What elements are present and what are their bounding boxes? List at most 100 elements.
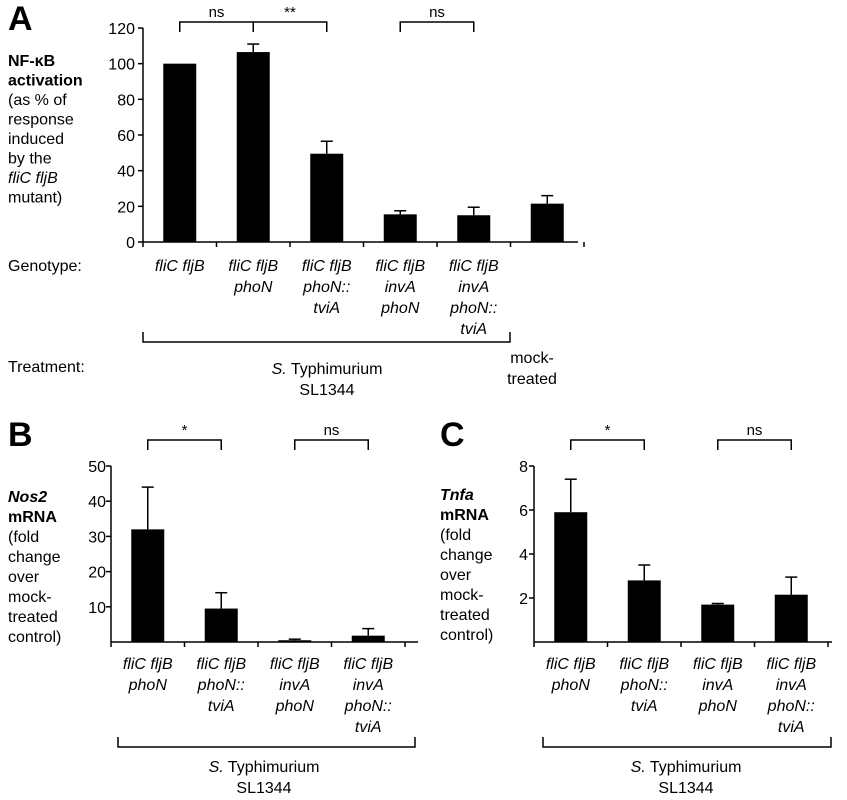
y-tick-label: 10 <box>88 600 106 617</box>
significance-bracket <box>252 21 328 32</box>
category-label: tviA <box>631 698 658 715</box>
panel-letter: B <box>8 416 33 454</box>
y-axis-label-line: over <box>8 569 40 586</box>
significance-bracket <box>570 439 645 450</box>
y-axis-label-line: over <box>440 567 472 584</box>
group-label: S. Typhimurium <box>631 759 742 776</box>
category-label: phoN <box>380 300 420 317</box>
y-axis-label-line: change <box>8 549 61 566</box>
significance-bracket <box>399 21 475 32</box>
panel-b: B Nos2 mRNA (fold change over mock-treated cont… <box>8 416 418 797</box>
group-bracket <box>542 737 832 748</box>
y-tick-label: 4 <box>519 547 528 564</box>
significance-bracket <box>179 21 254 32</box>
y-axis-label-line: change <box>440 547 493 564</box>
bar <box>383 214 417 242</box>
y-axis-label-line: mRNA <box>8 509 57 526</box>
y-axis-label-text: treated <box>8 609 58 626</box>
category-label: tviA <box>355 719 382 736</box>
mock-treated-label: treated <box>507 371 557 388</box>
y-axis-label-text: induced <box>8 131 64 148</box>
significance-label: ns <box>324 422 340 439</box>
y-axis-label-text: response <box>8 112 74 129</box>
y-axis-label-line: (fold <box>440 527 471 544</box>
bar <box>163 63 197 242</box>
category-label: invA <box>458 279 489 296</box>
y-axis-label-text: mRNA <box>440 507 489 524</box>
y-tick-label: 8 <box>519 459 528 476</box>
bar <box>530 203 564 242</box>
y-axis-label-text: change <box>8 549 61 566</box>
y-axis-label-line: control) <box>440 627 493 644</box>
y-axis-label-text: Nos2 <box>8 489 47 506</box>
y-axis-label-text: treated <box>440 607 490 624</box>
bar <box>554 512 588 642</box>
y-axis-label-line: Tnfa <box>440 487 474 504</box>
treatment-row-label: Treatment: <box>8 359 85 376</box>
category-label: invA <box>279 677 310 694</box>
y-tick-label: 120 <box>108 21 135 38</box>
y-axis-label-line: Nos2 <box>8 489 47 506</box>
y-axis-label-line: mock- <box>8 589 52 606</box>
y-axis-label-text: activation <box>8 73 83 90</box>
category-label: invA <box>385 279 416 296</box>
category-label: fliC fljB <box>228 258 278 275</box>
y-axis-label-text: control) <box>440 627 493 644</box>
y-axis-label-line: (fold <box>8 529 39 546</box>
bar <box>457 215 491 242</box>
y-axis-label-line: treated <box>440 607 490 624</box>
group-bracket <box>142 332 511 343</box>
bar <box>351 635 385 642</box>
y-tick-label: 20 <box>117 199 135 216</box>
category-label: phoN:: <box>449 300 497 317</box>
panel-a: A NF-κB activation (as % of response induced b… <box>8 0 585 399</box>
y-axis-label-text: (as % of <box>8 92 67 109</box>
category-label: tviA <box>778 719 805 736</box>
group-label-strain: SL1344 <box>236 780 291 797</box>
category-label: fliC fljB <box>546 656 596 673</box>
group-label-strain: SL1344 <box>299 382 354 399</box>
category-label: fliC fljB <box>449 258 499 275</box>
significance-bracket <box>717 439 792 450</box>
category-label: phoN <box>551 677 591 694</box>
panel-letter: A <box>8 0 33 38</box>
y-axis-label-text: change <box>440 547 493 564</box>
group-label-rest: Typhimurium <box>224 759 320 776</box>
y-tick-label: 80 <box>117 92 135 109</box>
category-label: phoN:: <box>197 677 245 694</box>
category-label: fliC fljB <box>693 656 743 673</box>
bar <box>131 529 165 642</box>
y-tick-label: 50 <box>88 459 106 476</box>
y-axis-label-text: NF-κB <box>8 53 55 70</box>
category-label: phoN <box>128 677 168 694</box>
category-label: phoN <box>698 698 738 715</box>
category-label: phoN:: <box>620 677 668 694</box>
y-tick-label: 100 <box>108 57 135 74</box>
y-axis-label-text: over <box>440 567 472 584</box>
category-label: invA <box>353 677 384 694</box>
significance-label: * <box>605 422 611 439</box>
y-axis-label-text: by the <box>8 151 52 168</box>
group-label-rest: Typhimurium <box>287 361 383 378</box>
category-label: fliC fljB <box>766 656 816 673</box>
bar <box>701 604 735 642</box>
y-tick-label: 20 <box>88 565 106 582</box>
category-label: phoN <box>275 698 315 715</box>
category-label: invA <box>776 677 807 694</box>
category-label: fliC fljB <box>123 656 173 673</box>
bar <box>204 608 238 642</box>
y-axis-label-line: NF-κB <box>8 53 55 70</box>
category-label: phoN:: <box>767 698 815 715</box>
genotype-row-label: Genotype: <box>8 258 82 275</box>
mock-treated-label: mock- <box>510 350 554 367</box>
bar <box>310 153 344 242</box>
y-axis-label-text: (fold <box>440 527 471 544</box>
y-axis-label-text: mutant) <box>8 190 62 207</box>
panel-letter: C <box>440 416 465 454</box>
panel-c: C Tnfa mRNA (fold change over mock-treated cont… <box>440 416 832 797</box>
y-axis-label-text: mock- <box>440 587 484 604</box>
bar <box>627 580 661 642</box>
category-label: fliC fljB <box>343 656 393 673</box>
group-label-italic: S. <box>631 759 646 776</box>
